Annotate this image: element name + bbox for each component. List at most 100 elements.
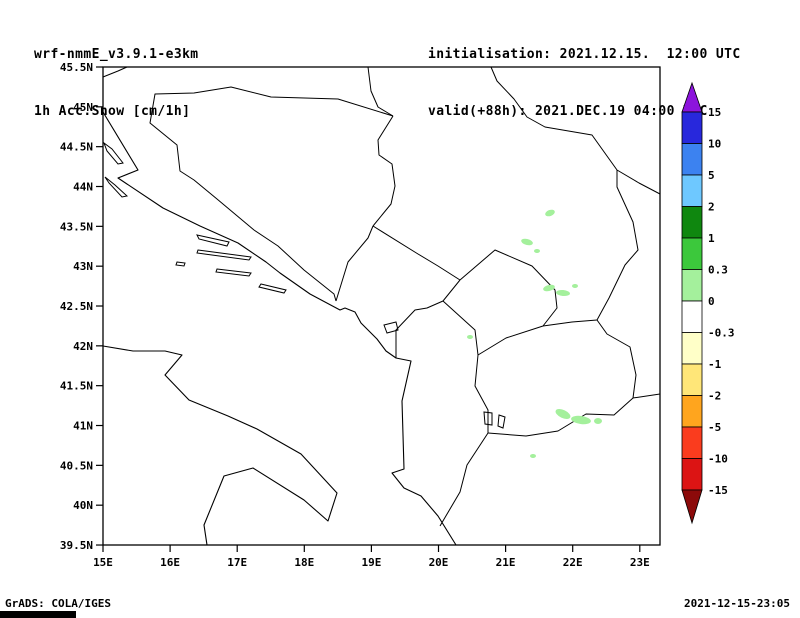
- y-tick-label: 40N: [73, 499, 93, 512]
- colorbar-label: -15: [708, 484, 728, 497]
- colorbar-label: 5: [708, 169, 715, 182]
- island-outline: [175, 261, 186, 267]
- x-tick-label: 18E: [294, 556, 314, 569]
- country-border: [335, 225, 374, 302]
- map-frame: [102, 66, 661, 546]
- country-border: [632, 393, 661, 399]
- colorbar-segment: [681, 143, 703, 176]
- island-outline: [215, 268, 252, 277]
- colorbar-segment: [681, 174, 703, 207]
- y-tick-label: 45N: [73, 101, 93, 114]
- x-tick-label: 17E: [227, 556, 247, 569]
- island-outline: [497, 414, 506, 429]
- colorbar-arrow-top: [681, 81, 703, 113]
- snow-patch: [556, 289, 570, 297]
- country-border: [596, 170, 639, 321]
- country-border: [372, 225, 461, 281]
- y-tick-label: 41N: [73, 420, 93, 433]
- country-border: [442, 249, 558, 356]
- y-tick-label: 44N: [73, 181, 93, 194]
- island-outline: [196, 249, 252, 261]
- colorbar-label: -2: [708, 390, 721, 403]
- latitude-axis: 45.5N 45N 44.5N 44N 43.5N 43N 42.5N 42N 41.5N 41N…: [60, 61, 103, 552]
- y-tick-label: 44.5N: [60, 141, 93, 154]
- coastline: [102, 111, 457, 546]
- creation-timestamp-text: 2021-12-15-23:05: [684, 597, 790, 610]
- country-border: [474, 354, 489, 433]
- title-block-right: initialisation: 2021.12.15. 12:00 UTC va…: [428, 7, 741, 159]
- colorbar-legend: 15 10 5 2 1 0.3 0 -0.3 -1 -2 -5 -10 -15: [681, 81, 735, 525]
- colorbar-segment: [681, 426, 703, 459]
- island-outline: [258, 283, 287, 294]
- country-border: [542, 319, 598, 327]
- x-tick-label: 21E: [496, 556, 516, 569]
- model-version-text: wrf-nmmE_v3.9.1-e3km: [34, 47, 199, 62]
- snow-patch: [594, 418, 602, 424]
- y-tick-label: 39.5N: [60, 539, 93, 552]
- country-border: [490, 66, 618, 171]
- x-tick-label: 15E: [93, 556, 113, 569]
- colorbar-label: 0: [708, 295, 715, 308]
- map-outlines: [102, 66, 661, 546]
- colorbar-segment: [681, 269, 703, 302]
- y-tick-label: 42.5N: [60, 300, 93, 313]
- country-border: [487, 397, 634, 437]
- island-outline: [102, 141, 124, 165]
- coastline: [102, 345, 338, 546]
- title-block-left: wrf-nmmE_v3.9.1-e3km 1h Acc.Snow [cm/1h]: [34, 7, 199, 159]
- colorbar-label: -0.3: [708, 327, 735, 340]
- snow-patch: [530, 454, 536, 458]
- colorbar-segment: [681, 237, 703, 270]
- country-border: [596, 319, 637, 399]
- island-outline: [196, 234, 230, 247]
- country-border: [149, 86, 394, 302]
- y-tick-label: 43N: [73, 260, 93, 273]
- colorbar-label: -1: [708, 358, 722, 371]
- country-border: [616, 169, 661, 195]
- y-tick-label: 43.5N: [60, 220, 93, 233]
- snow-patch: [572, 284, 578, 288]
- country-border: [439, 432, 489, 527]
- y-tick-label: 41.5N: [60, 380, 93, 393]
- country-border: [372, 115, 396, 227]
- country-border: [367, 66, 394, 117]
- x-tick-label: 20E: [429, 556, 449, 569]
- snow-patch: [545, 209, 555, 217]
- x-tick-label: 16E: [160, 556, 180, 569]
- colorbar-segment: [681, 300, 703, 333]
- grads-credit-text: GrADS: COLA/IGES: [5, 597, 111, 610]
- colorbar-arrow-bottom: [681, 489, 703, 525]
- field-name-text: 1h Acc.Snow [cm/1h]: [34, 104, 191, 119]
- colorbar-label: -10: [708, 453, 728, 466]
- x-tick-label: 22E: [563, 556, 583, 569]
- snow-patch: [571, 415, 591, 425]
- init-time-text: initialisation: 2021.12.15. 12:00 UTC: [428, 47, 741, 62]
- y-tick-label: 42N: [73, 340, 93, 353]
- colorbar-label: 10: [708, 138, 721, 151]
- snow-patch: [543, 284, 555, 292]
- y-tick-label: 40.5N: [60, 459, 93, 472]
- colorbar-segment: [681, 458, 703, 491]
- x-tick-label: 19E: [361, 556, 381, 569]
- plot-frame: [102, 66, 661, 546]
- colorbar-label: 2: [708, 201, 715, 214]
- country-border: [395, 279, 461, 358]
- snow-patch: [467, 335, 473, 339]
- snow-patch: [555, 409, 571, 419]
- colorbar-segment: [681, 206, 703, 239]
- snow-patch: [521, 238, 533, 246]
- colorbar-segment: [681, 332, 703, 365]
- y-tick-label: 45.5N: [60, 61, 93, 74]
- country-border: [102, 66, 128, 78]
- colorbar-segment: [681, 363, 703, 396]
- colorbar-segment: [681, 395, 703, 428]
- valid-time-text: valid(+88h): 2021.DEC.19 04:00 UTC: [428, 104, 708, 119]
- snow-patch: [534, 249, 540, 253]
- longitude-axis: 15E 16E 17E 18E 19E 20E 21E 22E 23E: [93, 545, 650, 569]
- x-tick-label: 23E: [630, 556, 650, 569]
- window-corner-bar: [0, 611, 76, 618]
- island-outline: [383, 321, 399, 334]
- colorbar-label: 0.3: [708, 264, 728, 277]
